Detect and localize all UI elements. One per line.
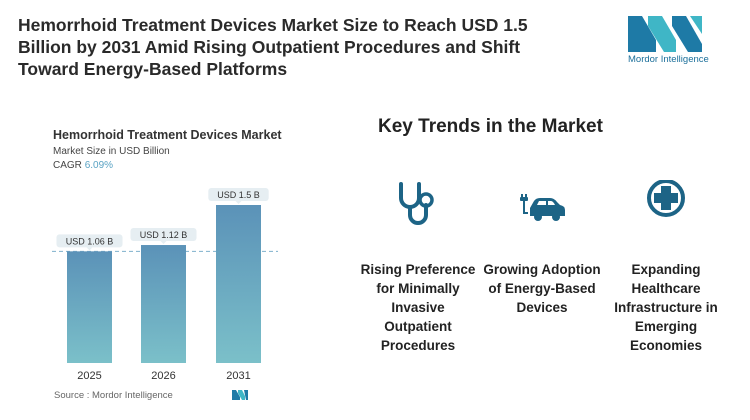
cagr: CAGR 6.09% — [53, 160, 113, 171]
mordor-intelligence-logo: Mordor Intelligence — [628, 16, 712, 65]
key-trends-heading: Key Trends in the Market — [378, 116, 603, 137]
stethoscope-icon — [399, 182, 434, 225]
data-label-pointer — [160, 241, 167, 245]
logo-text: Mordor Intelligence — [628, 54, 709, 65]
data-label: USD 1.12 B — [140, 230, 188, 240]
logo-mark-icon — [628, 16, 702, 52]
bar-2026 — [141, 245, 186, 363]
bar-2031 — [216, 205, 261, 363]
bar-2025 — [67, 251, 112, 363]
data-label: USD 1.06 B — [66, 236, 114, 246]
source-logo-icon — [232, 390, 248, 400]
data-label: USD 1.5 B — [217, 190, 260, 200]
trend-item: Growing Adoption of Energy-Based Devices — [482, 180, 602, 317]
x-tick-label: 2031 — [226, 370, 250, 382]
trend-item: Rising Preference for Minimally Invasive… — [358, 180, 478, 355]
data-label-pointer — [235, 201, 242, 204]
trend-item: Expanding Healthcare Infrastructure in E… — [606, 180, 726, 355]
trend-label: Growing Adoption of Energy-Based Devices — [483, 262, 601, 315]
cagr-label: CAGR — [53, 160, 82, 171]
medical-cross-icon — [647, 180, 685, 217]
chart-title: Hemorrhoid Treatment Devices Market — [53, 128, 282, 142]
x-tick-label: 2025 — [77, 370, 101, 382]
data-label-bg — [208, 188, 269, 201]
data-label-bg — [56, 234, 123, 248]
cagr-value: 6.09% — [84, 160, 114, 171]
data-label-pointer — [86, 247, 93, 251]
bar-chart: USD 1.06 B 2025 USD 1.12 B 2026 USD 1.5 B 203… — [52, 188, 278, 382]
page-title: Hemorrhoid Treatment Devices Market Size… — [18, 15, 528, 79]
chart-subtitle: Market Size in USD Billion — [53, 146, 170, 157]
data-label-bg — [130, 228, 197, 242]
chart-source: Source : Mordor Intelligence — [54, 390, 173, 401]
trend-label: Expanding Healthcare Infrastructure in E… — [614, 262, 718, 353]
x-tick-label: 2026 — [151, 370, 175, 382]
electric-car-icon — [520, 194, 565, 221]
trend-label: Rising Preference for Minimally Invasive… — [360, 262, 476, 353]
